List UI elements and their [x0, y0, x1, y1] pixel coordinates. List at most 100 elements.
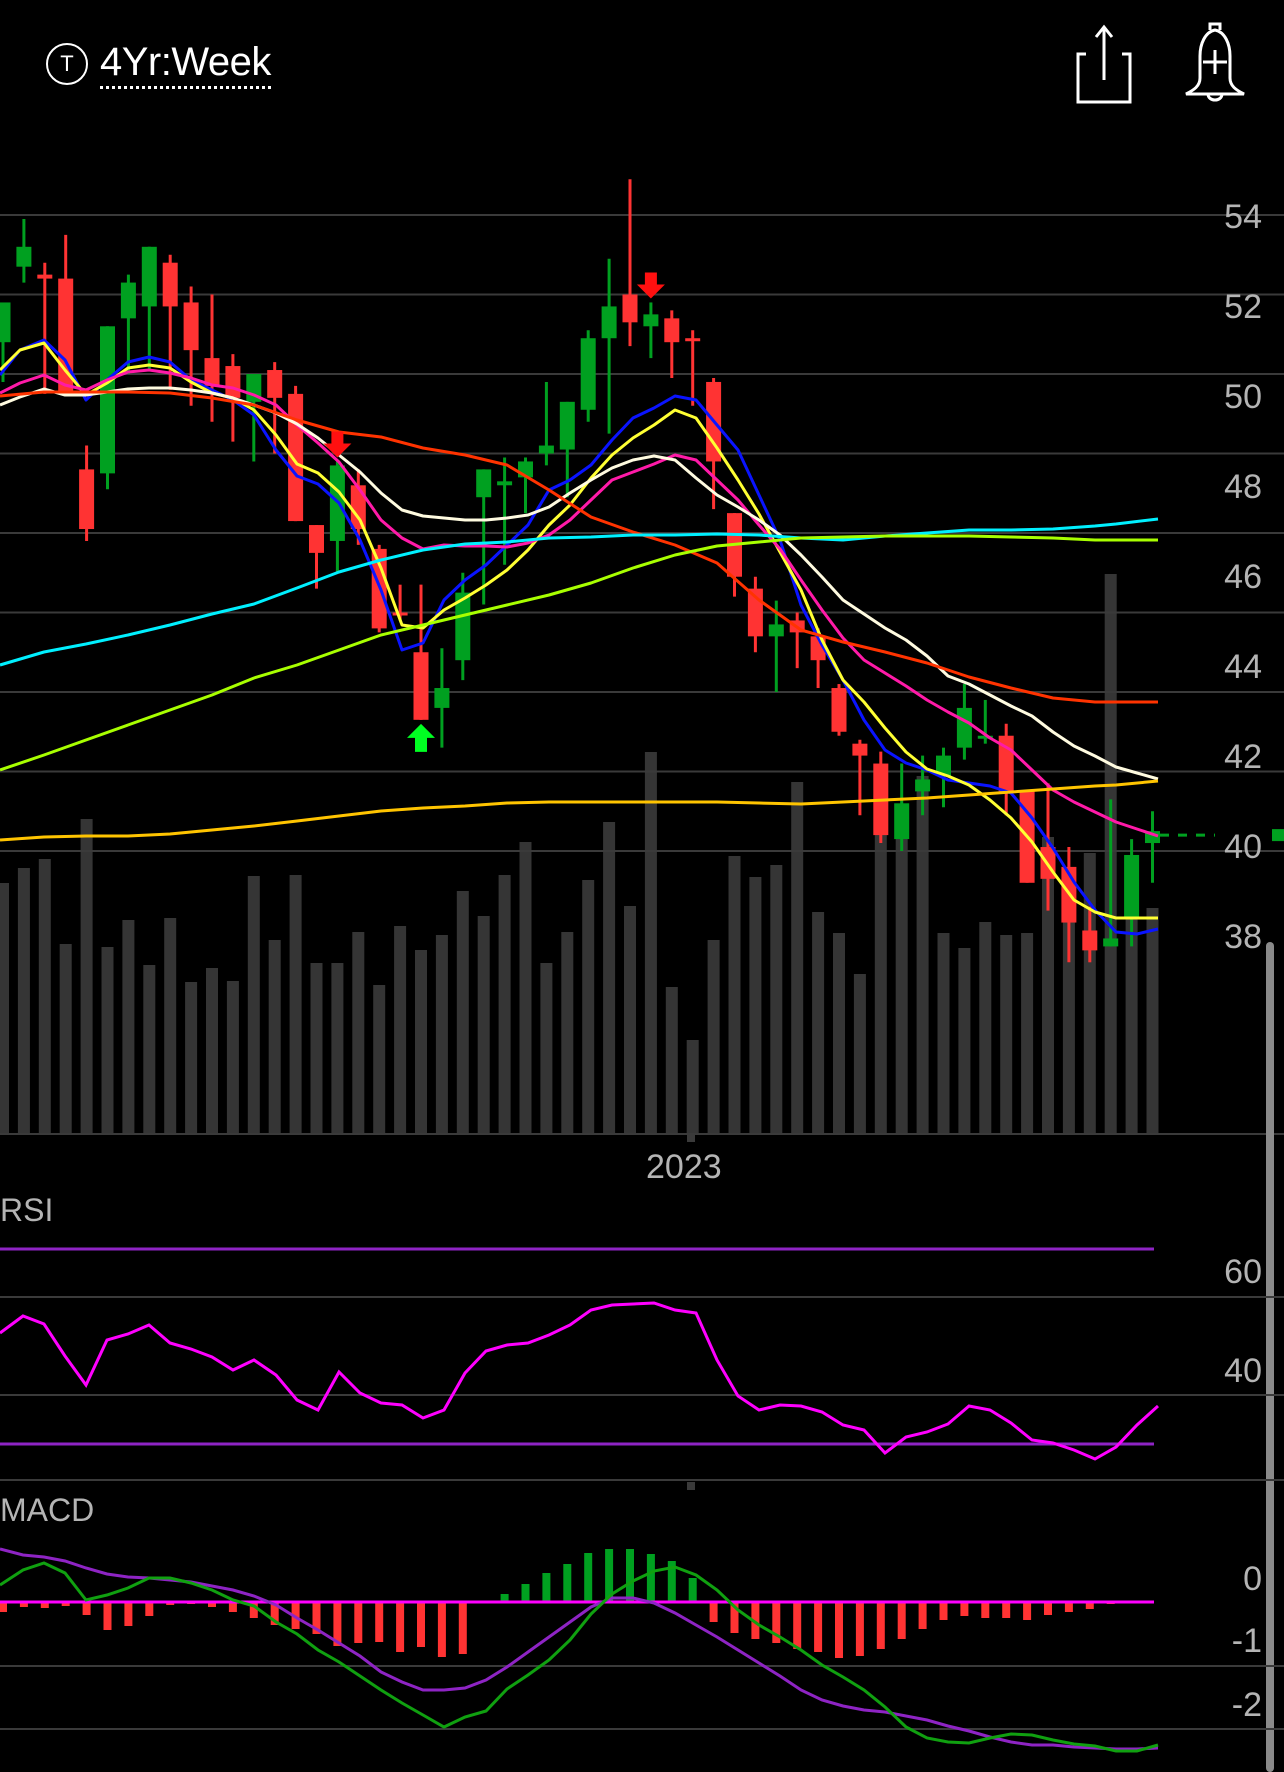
- macd-histogram-bar: [312, 1602, 321, 1634]
- candle-down: [350, 485, 366, 530]
- volume-bar: [874, 821, 887, 1134]
- moving-average-line: [0, 338, 1159, 936]
- candle-down: [309, 525, 324, 553]
- rsi-line: [0, 1301, 1160, 1461]
- candle-down: [664, 318, 680, 343]
- macd-histogram-bar: [709, 1602, 718, 1622]
- volume-bar: [644, 752, 657, 1134]
- last-price-marker: [1272, 829, 1284, 842]
- volume-bar: [895, 815, 908, 1134]
- volume-bar: [665, 987, 678, 1134]
- volume-bar: [791, 782, 804, 1134]
- candle-down: [225, 366, 241, 398]
- macd-histogram-bar: [751, 1602, 760, 1639]
- macd-histogram-bar: [228, 1602, 237, 1612]
- macd-histogram-bar: [960, 1602, 969, 1616]
- volume-bar: [101, 947, 114, 1134]
- volume-bar: [38, 859, 51, 1134]
- volume-bar: [686, 1040, 699, 1134]
- macd-histogram-bar: [61, 1602, 70, 1606]
- candle-up: [768, 624, 784, 637]
- candle-down: [413, 652, 429, 720]
- moving-average-line: [0, 517, 1159, 667]
- volume-bar: [331, 963, 344, 1134]
- volume-bar: [937, 933, 950, 1134]
- volume-bar: [1146, 908, 1159, 1134]
- macd-histogram-bar: [542, 1573, 551, 1602]
- rsi-tick-mark: [687, 1482, 695, 1490]
- timeframe-t-icon: T: [46, 43, 88, 85]
- volume-bar: [1062, 920, 1075, 1134]
- volume-bar: [164, 918, 177, 1134]
- volume-bar: [1083, 853, 1096, 1134]
- candle-up: [915, 779, 931, 792]
- macd-histogram-bar: [855, 1602, 864, 1656]
- volume-bar: [373, 985, 386, 1134]
- sell-signal-arrow-icon: [636, 272, 665, 299]
- macd-histogram-bar: [646, 1554, 655, 1602]
- macd-histogram-bar: [772, 1602, 781, 1643]
- volume-bar: [59, 944, 72, 1134]
- macd-tick: -1: [1231, 1622, 1262, 1660]
- volume-bar: [435, 935, 448, 1134]
- moving-average-line: [0, 341, 1158, 920]
- candle-down: [37, 274, 53, 279]
- volume-bar: [310, 963, 323, 1134]
- volume-bar: [247, 876, 260, 1134]
- volume-bar: [624, 906, 636, 1134]
- volume-bar: [0, 883, 9, 1134]
- add-alert-button[interactable]: [1180, 22, 1250, 110]
- chart-scrollbar: [1266, 942, 1274, 1772]
- macd-histogram-bar: [876, 1602, 885, 1649]
- volume-bar: [979, 922, 992, 1134]
- candle-down: [79, 469, 95, 530]
- macd-histogram-bar: [897, 1602, 906, 1639]
- moving-average-line: [0, 386, 1159, 781]
- timeframe-label: 4Yr:Week: [100, 40, 271, 89]
- price-tick: 40: [1224, 828, 1262, 866]
- share-button[interactable]: [1072, 22, 1142, 110]
- share-icon: [1076, 24, 1132, 104]
- chart-header: T 4Yr:Week: [0, 0, 1284, 130]
- volume-bar: [853, 974, 866, 1134]
- volume-bar: [1021, 933, 1034, 1134]
- macd-histogram-bar: [437, 1602, 446, 1657]
- volume-bar: [477, 916, 490, 1134]
- macd-tick: 0: [1243, 1560, 1262, 1598]
- candle-down: [852, 743, 868, 756]
- macd-histogram-bar: [730, 1602, 739, 1633]
- volume-bar: [582, 880, 595, 1134]
- timeframe-selector[interactable]: T 4Yr:Week: [46, 38, 271, 90]
- price-tick: 54: [1224, 198, 1262, 236]
- macd-tick: -2: [1231, 1686, 1262, 1724]
- candle-up: [476, 469, 492, 498]
- price-tick: 46: [1224, 558, 1262, 596]
- macd-histogram-bar: [1064, 1602, 1073, 1612]
- candle-up: [1145, 831, 1160, 844]
- macd-histogram-bar: [1023, 1602, 1032, 1620]
- candle-down: [183, 302, 199, 351]
- add-alert-bell-icon: [1185, 22, 1245, 102]
- volume-bar: [415, 950, 427, 1134]
- volume-bar: [1125, 881, 1138, 1134]
- macd-histogram-bar: [1044, 1602, 1052, 1615]
- moving-average-line: [0, 390, 1158, 704]
- moving-average-line: [0, 779, 1159, 842]
- price-tick: 48: [1224, 468, 1262, 506]
- macd-histogram-bar: [458, 1602, 467, 1654]
- sell-signal-arrow-icon: [323, 431, 352, 458]
- macd-histogram-bar: [814, 1602, 823, 1652]
- year-tick-mark: [687, 1134, 695, 1142]
- macd-histogram-bar: [354, 1602, 363, 1643]
- candle-up: [643, 314, 659, 327]
- rsi-tick: 60: [1224, 1253, 1262, 1291]
- macd-histogram-bar: [145, 1602, 154, 1616]
- volume-bar: [122, 920, 135, 1134]
- candle-up: [559, 401, 575, 450]
- buy-signal-arrow-icon: [407, 723, 435, 752]
- volume-bar: [540, 963, 553, 1134]
- price-tick: 38: [1224, 918, 1262, 956]
- volume-bar: [352, 932, 365, 1134]
- volume-bar: [519, 842, 532, 1134]
